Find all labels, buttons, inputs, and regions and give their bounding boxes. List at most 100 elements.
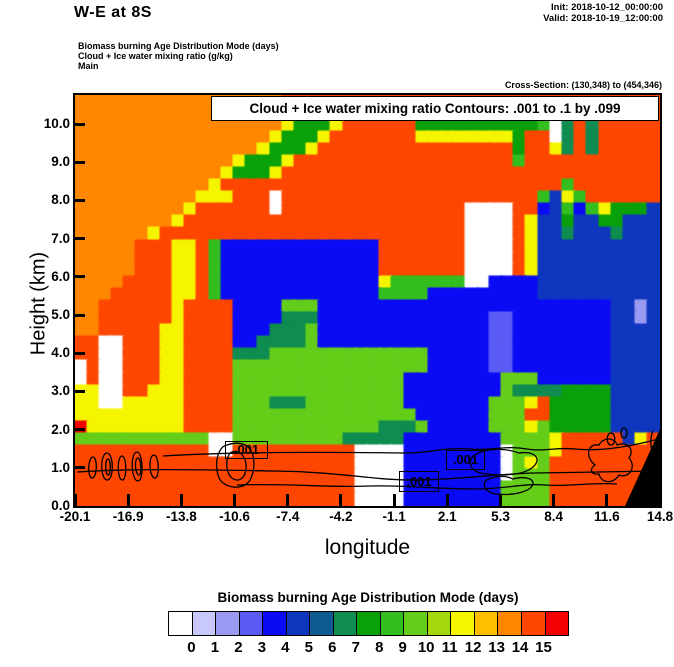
y-tick — [75, 122, 85, 126]
x-tick — [126, 494, 130, 506]
y-tick-label: 0.0 — [51, 498, 70, 513]
y-tick — [75, 313, 85, 317]
terrain-wedge — [625, 429, 660, 506]
x-axis-label: longitude — [324, 536, 411, 559]
colorbar-cell — [333, 612, 358, 635]
colorbar-tick-label: 1 — [210, 639, 220, 656]
colorbar-cell — [451, 612, 475, 635]
y-tick-label: 3.0 — [51, 383, 70, 399]
contour-value-label: .001 — [225, 441, 268, 459]
page-title: W-E at 8S — [74, 4, 152, 21]
y-tick — [75, 198, 85, 202]
colorbar-tick-label: 4 — [281, 639, 290, 656]
colorbar-cell — [498, 612, 522, 635]
y-tick-label: 8.0 — [51, 192, 70, 208]
cloud-contour-lines — [76, 427, 660, 496]
colorbar-cell — [380, 612, 405, 635]
contour-value-label: .001 — [399, 471, 439, 492]
colorbar-cell — [216, 612, 240, 635]
valid-time: Valid: 2018-10-19_12:00:00 — [543, 13, 663, 24]
y-tick-label: 5.0 — [51, 307, 70, 322]
colorbar-tick-label: 10 — [417, 639, 435, 656]
x-tick-label: -16.9 — [112, 509, 144, 524]
colorbar — [168, 611, 569, 636]
colorbar-cell — [357, 612, 381, 635]
x-tick — [658, 494, 662, 506]
y-tick — [75, 351, 85, 355]
y-tick-label: 9.0 — [51, 154, 70, 170]
y-tick — [75, 428, 85, 432]
colorbar-cell — [192, 612, 217, 635]
colorbar-tick-label: 0 — [187, 639, 196, 656]
x-tick-label: -13.8 — [165, 509, 197, 524]
x-tick-label: -7.4 — [276, 509, 300, 524]
y-tick-label: 2.0 — [51, 421, 70, 437]
colorbar-cell — [474, 612, 499, 635]
contour-value-label: .001 — [446, 450, 485, 470]
x-tick — [392, 494, 396, 506]
colorbar-tick-label: 7 — [351, 639, 360, 656]
colorbar-tick-label: 5 — [304, 639, 313, 656]
x-tick — [498, 494, 502, 506]
x-tick-label: 8.4 — [544, 509, 564, 524]
colorbar-tick-label: 12 — [464, 639, 482, 656]
colorbar-cell — [263, 612, 287, 635]
fill-field-line: Biomass burning Age Distribution Mode (d… — [78, 41, 279, 51]
x-tick — [179, 494, 183, 506]
y-tick — [75, 389, 85, 393]
y-tick — [75, 237, 85, 241]
colorbar-cell — [521, 612, 546, 635]
colorbar-tick-label: 13 — [488, 639, 505, 656]
x-tick-label: 11.6 — [594, 509, 620, 524]
y-tick-label: 1.0 — [51, 459, 70, 475]
x-tick-label: 14.8 — [646, 509, 674, 524]
colorbar-title: Biomass burning Age Distribution Mode (d… — [217, 590, 519, 605]
model-line: Main — [78, 61, 99, 71]
y-tick — [75, 275, 85, 279]
field-description-block: Biomass burning Age Distribution Mode (d… — [78, 41, 279, 71]
contour-line-overlay — [76, 427, 660, 506]
x-tick — [73, 494, 77, 506]
x-tick-label: 2.1 — [437, 509, 457, 524]
y-tick-label: 4.0 — [51, 345, 70, 361]
x-tick-label: -20.1 — [59, 509, 91, 524]
colorbar-tick-label: 11 — [441, 639, 458, 656]
colorbar-cell — [286, 612, 311, 635]
y-tick-label: 6.0 — [51, 268, 70, 284]
colorbar-tick-label: 6 — [328, 639, 337, 656]
y-tick — [75, 466, 85, 470]
colorbar-cell — [427, 612, 452, 635]
init-time: Init: 2018-10-12_00:00:00 — [551, 2, 663, 13]
colorbar-tick-label: 2 — [234, 639, 243, 656]
colorbar-tick-label: 3 — [257, 639, 267, 656]
colorbar-cell — [545, 612, 569, 635]
colorbar-tick-label: 8 — [375, 639, 384, 656]
x-tick-label: 5.3 — [491, 509, 510, 524]
x-tick-label: -10.6 — [219, 509, 250, 524]
y-tick — [75, 160, 85, 164]
colorbar-cell — [169, 612, 193, 635]
colorbar-tick-label: 14 — [511, 639, 529, 656]
x-tick-label: -4.2 — [329, 509, 353, 524]
x-tick — [552, 494, 556, 506]
colorbar-cell — [310, 612, 334, 635]
colorbar-cell — [404, 612, 428, 635]
x-tick — [445, 494, 449, 506]
run-time-block: Init: 2018-10-12_00:00:00 Valid: 2018-10… — [543, 2, 663, 24]
cross-section-label: Cross-Section: (130,348) to (454,346) — [504, 80, 662, 90]
colorbar-tick-label: 9 — [398, 639, 407, 656]
colorbar-tick-label: 15 — [535, 639, 552, 656]
y-tick-label: 10.0 — [43, 116, 70, 131]
x-tick — [233, 494, 237, 506]
contour-field-line: Cloud + Ice water mixing ratio (g/kg) — [78, 51, 233, 61]
x-tick — [605, 494, 609, 506]
x-tick — [286, 494, 290, 506]
y-tick-label: 7.0 — [51, 230, 70, 246]
x-tick — [339, 494, 343, 506]
x-tick-label: -1.1 — [382, 509, 406, 524]
filled-contour-field — [75, 95, 660, 506]
contour-info-banner: Cloud + Ice water mixing ratio Contours:… — [211, 96, 659, 121]
colorbar-cell — [239, 612, 264, 635]
cross-section-plot: Cloud + Ice water mixing ratio Contours:… — [73, 93, 662, 508]
